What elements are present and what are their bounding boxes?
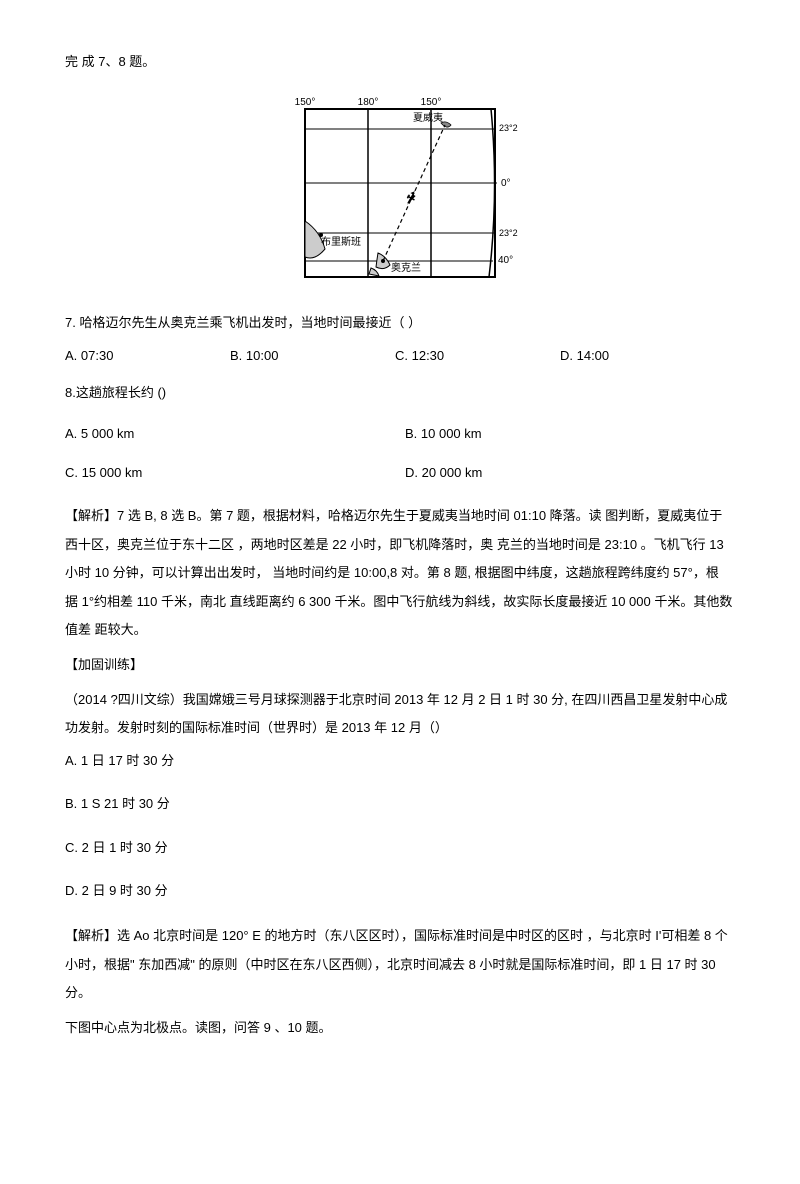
analysis-2: 【解析】选 Ao 北京时间是 120° E 的地方时（东八区区时），国际标准时间… [65,922,735,1008]
lon-label-2: 180° [357,97,378,108]
lon-label-1: 150° [294,97,315,108]
training-opt-d: D. 2 日 9 时 30 分 [65,879,735,902]
lat-label-2: 0° [501,178,511,189]
q8-row2: C. 15 000 km D. 20 000 km [65,463,735,484]
lat-label-3: 23°26' [499,228,518,238]
lat-label-1: 23°26' [499,123,518,133]
q7-opt-d: D. 14:00 [560,346,720,367]
map-auckland: 奥克兰 [391,261,421,274]
q8-row1: A. 5 000 km B. 10 000 km [65,424,735,445]
q8-opt-d: D. 20 000 km [405,463,482,484]
q8-opt-b: B. 10 000 km [405,424,482,445]
next-figure-intro: 下图中心点为北极点。读图，问答 9 、10 题。 [65,1014,735,1043]
q7-opt-c: C. 12:30 [395,346,560,367]
training-opt-c: C. 2 日 1 时 30 分 [65,836,735,859]
map-figure: 150° 180° 150° 23°26' 0° 23°26' 40° 夏威夷 [65,93,735,288]
q8-opt-c: C. 15 000 km [65,463,405,484]
training-paragraph: （2014 ?四川文综）我国嫦娥三号月球探测器于北京时间 2013 年 12 月… [65,686,735,743]
map-hawaii: 夏威夷 [413,111,443,124]
q7-options: A. 07:30 B. 10:00 C. 12:30 D. 14:00 [65,346,735,367]
q7-opt-a: A. 07:30 [65,346,230,367]
training-header: 【加固训练】 [65,651,735,680]
training-opt-a: A. 1 日 17 时 30 分 [65,749,735,772]
intro-text: 完 成 7、8 题。 [65,50,735,73]
lat-label-4: 40° [498,255,513,266]
lon-label-3: 150° [420,97,441,108]
map-brisbane: 布里斯班 [321,235,361,248]
q7-stem: 7. 哈格迈尔先生从奥克兰乘飞机出发时，当地时间最接近（ ） [65,313,735,334]
training-opt-b: B. 1 S 21 时 30 分 [65,792,735,815]
q7-opt-b: B. 10:00 [230,346,395,367]
q8-opt-a: A. 5 000 km [65,424,405,445]
analysis-1: 【解析】7 选 B, 8 选 B。第 7 题，根据材料，哈格迈尔先生于夏威夷当地… [65,502,735,645]
q8-stem: 8.这趟旅程长约 () [65,381,735,404]
